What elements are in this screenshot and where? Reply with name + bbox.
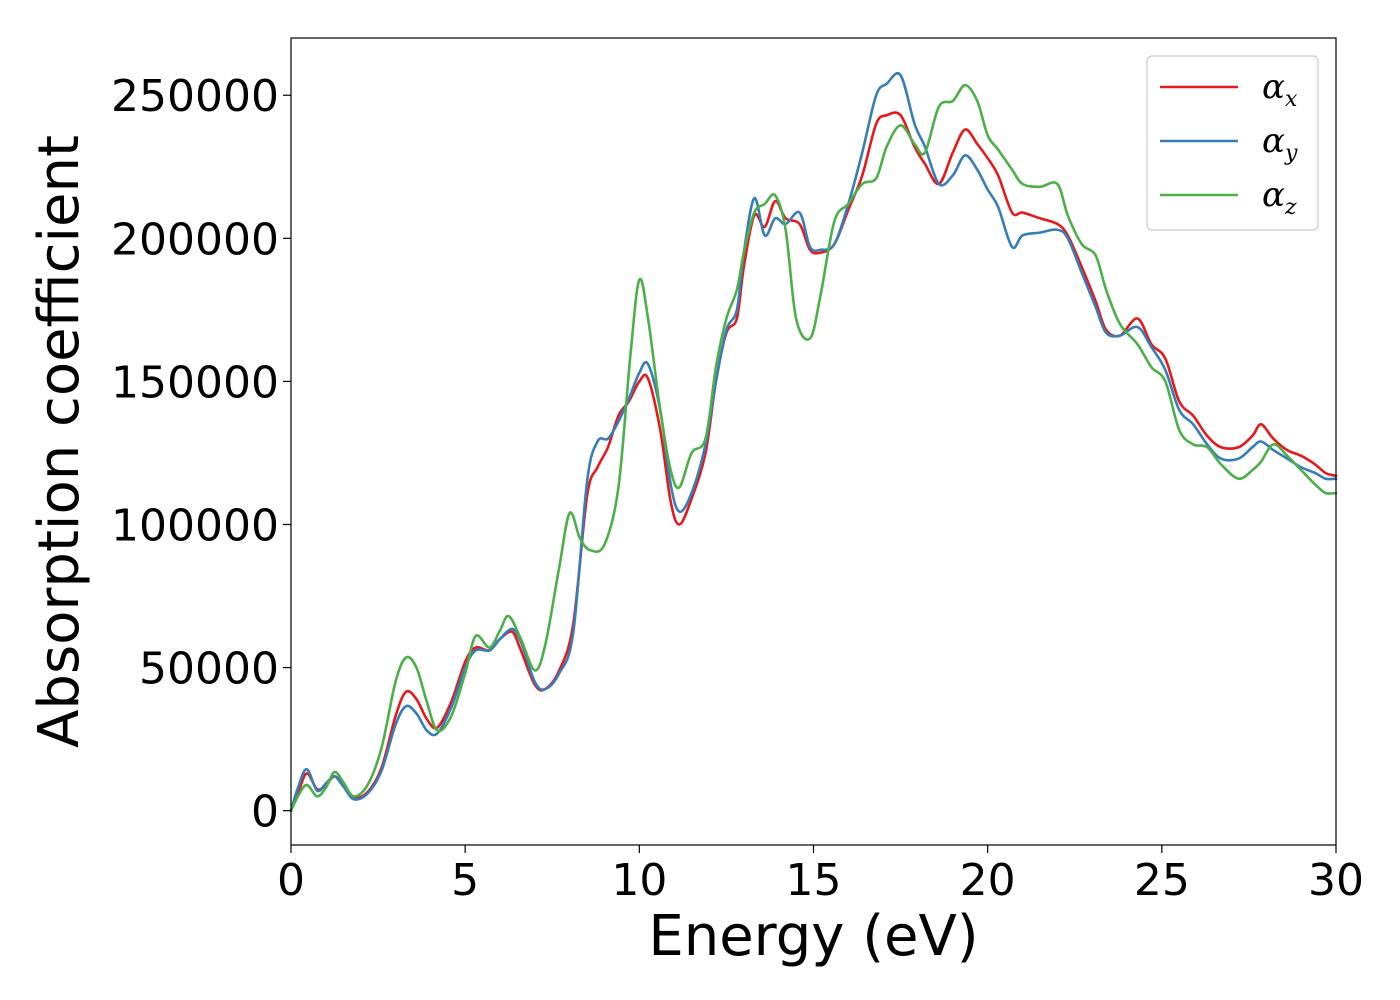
- y-tick-label: 100000: [111, 500, 279, 551]
- y-tick-label: 50000: [139, 644, 279, 695]
- x-tick-label: 5: [451, 855, 479, 906]
- y-tick-label: 200000: [111, 214, 279, 265]
- legend-label-subscript: y: [1284, 141, 1298, 166]
- legend-label-z: αz: [1262, 175, 1297, 220]
- x-tick-label: 10: [611, 855, 667, 906]
- y-axis-label: Absorption coefficient: [27, 135, 92, 748]
- legend-label-y: αy: [1262, 121, 1298, 166]
- x-tick-label: 20: [960, 855, 1016, 906]
- series-layer: [289, 71, 1338, 812]
- x-tick-label: 25: [1134, 855, 1190, 906]
- x-axis-ticks: 0 5 10 15 20 25 30: [277, 845, 1364, 906]
- y-axis-ticks: 0 50000 100000 150000 200000 250000: [111, 71, 291, 838]
- y-tick-label: 0: [251, 787, 279, 838]
- y-tick-label: 150000: [111, 357, 279, 408]
- legend-label-base: α: [1262, 67, 1285, 107]
- x-axis-label: Energy (eV): [648, 904, 978, 969]
- series-line-y: [289, 71, 1338, 812]
- legend-box: [1146, 55, 1319, 231]
- y-tick-label: 250000: [111, 71, 279, 122]
- x-tick-label: 30: [1308, 855, 1364, 906]
- legend-label-base: α: [1262, 175, 1285, 215]
- legend-label-x: αx: [1262, 67, 1298, 112]
- legend-label-subscript: x: [1285, 87, 1298, 112]
- x-tick-label: 15: [786, 855, 842, 906]
- legend-label-base: α: [1262, 121, 1285, 161]
- series-line-z: [289, 83, 1338, 812]
- x-tick-label: 0: [277, 855, 305, 906]
- legend-label-subscript: z: [1284, 195, 1297, 220]
- series-line-x: [289, 111, 1338, 812]
